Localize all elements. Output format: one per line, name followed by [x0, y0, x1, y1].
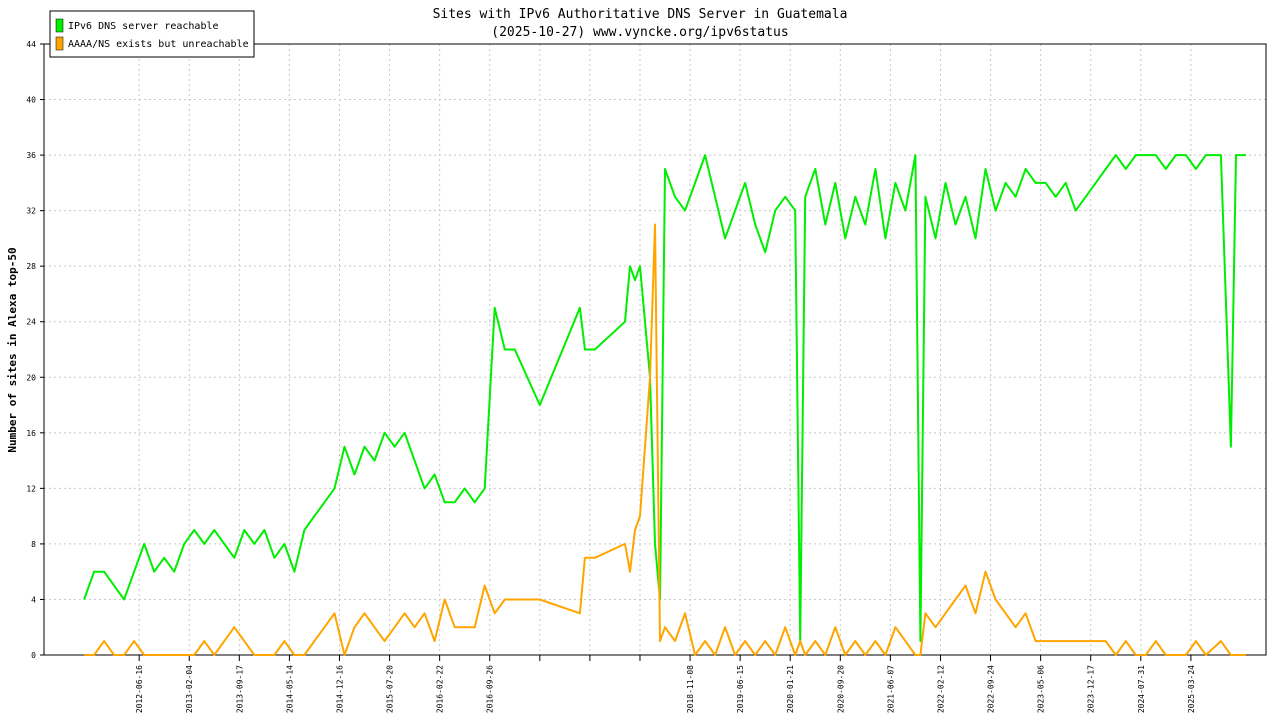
x-tick-label: 2015-07-20	[386, 665, 395, 713]
y-tick-label: 8	[31, 540, 36, 549]
x-tick-label: 2022-09-24	[987, 665, 996, 713]
x-tick-label: 2013-02-04	[185, 665, 194, 713]
x-tick-label: 2014-05-14	[285, 665, 294, 713]
x-tick-label: 2016-09-26	[486, 665, 495, 713]
legend-label: AAAA/NS exists but unreachable	[68, 39, 249, 50]
x-tick-label: 2023-05-06	[1037, 665, 1046, 713]
legend-box	[49, 10, 255, 58]
y-tick-label: 24	[26, 318, 36, 327]
series-line	[84, 223, 1246, 656]
x-tick-label: 2016-02-22	[436, 665, 445, 713]
y-tick-label: 16	[26, 429, 36, 438]
x-tick-label: 2020-01-21	[786, 665, 795, 713]
x-tick-label: 2014-12-16	[335, 665, 344, 713]
y-tick-label: 44	[26, 40, 36, 49]
x-tick-label: 2023-12-17	[1087, 665, 1096, 713]
legend-swatch	[55, 18, 64, 33]
y-tick-label: 4	[31, 595, 36, 604]
x-tick-label: 2019-06-15	[736, 665, 745, 713]
x-tick-label: 2018-11-08	[686, 665, 695, 713]
legend-swatch	[55, 36, 64, 51]
chart-title: Sites with IPv6 Authoritative DNS Server…	[433, 7, 848, 22]
x-tick-label: 2012-06-16	[135, 665, 144, 713]
y-axis-label: Number of sites in Alexa top-50	[6, 247, 19, 452]
x-tick-label: 2025-03-24	[1187, 665, 1196, 713]
y-tick-label: 12	[26, 484, 36, 493]
plot-frame	[43, 43, 1267, 656]
x-tick-label: 2013-09-17	[235, 665, 244, 713]
x-tick-label: 2024-07-31	[1137, 665, 1146, 713]
x-tick-label: 2020-09-20	[836, 665, 845, 713]
legend: IPv6 DNS server reachable AAAA/NS exists …	[49, 10, 255, 58]
y-tick-label: 20	[26, 373, 36, 382]
y-tick-label: 40	[26, 96, 36, 105]
chart-subtitle: (2025-10-27) www.vyncke.org/ipv6status	[491, 25, 788, 40]
x-tick-label: 2022-02-12	[936, 665, 945, 713]
legend-label: IPv6 DNS server reachable	[68, 21, 219, 32]
series-line	[83, 154, 1246, 643]
y-tick-label: 32	[26, 207, 36, 216]
x-tick-label: 2021-06-07	[886, 665, 895, 713]
y-tick-label: 28	[26, 262, 36, 271]
y-tick-label: 36	[26, 151, 36, 160]
y-tick-label: 0	[31, 651, 36, 660]
